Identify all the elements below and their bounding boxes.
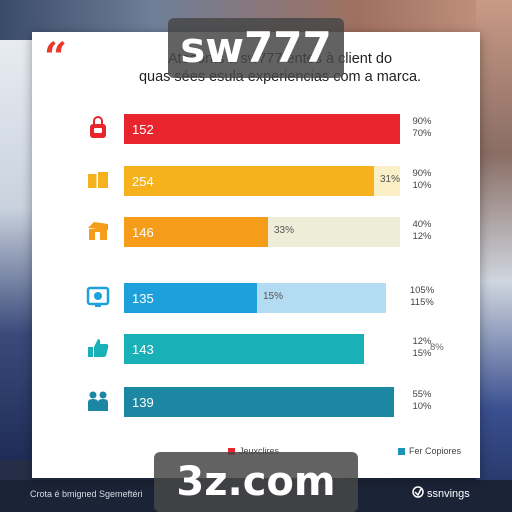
legend-item-right: Fer Copiores — [398, 446, 461, 456]
legend-label-right: Fer Copiores — [409, 446, 462, 456]
bar-value-label: 135 — [132, 291, 154, 306]
percent-label-bottom: 115% — [410, 297, 434, 308]
people-icon — [86, 389, 110, 413]
bar-value-label: 143 — [132, 342, 154, 357]
bar-mid-label: 15% — [263, 291, 284, 302]
bar-row: 254 31% 90% 10% — [0, 164, 512, 198]
bar — [124, 334, 265, 364]
percent-label-bottom: 10% — [412, 180, 432, 191]
monitor-icon — [86, 285, 110, 309]
bar-row: 135 15% 105% 115% — [0, 281, 512, 315]
percent-label-bottom: 10% — [412, 401, 432, 412]
legend-item-left: Jeuxclires — [228, 446, 279, 456]
brand-logo-icon — [412, 486, 424, 501]
box-open-icon — [86, 219, 110, 243]
bar — [124, 387, 261, 417]
thumbs-up-icon — [86, 336, 110, 360]
boxes-icon — [86, 168, 110, 192]
percent-label-bottom: 70% — [412, 128, 432, 139]
bar-mid-label: 33% — [274, 225, 295, 236]
bar-value-label: 254 — [132, 174, 154, 189]
percent-label-bottom: 12% — [412, 231, 432, 242]
percent-label-top: 40% — [412, 219, 432, 230]
legend-swatch-right — [398, 447, 405, 455]
bar-row: 143 12% 15% 8% — [0, 332, 512, 366]
bar-value-label: 152 — [132, 122, 154, 137]
watermark-top: sw777 — [168, 18, 344, 78]
legend-label-left: Jeuxclires — [239, 446, 280, 456]
percent-label-top: 105% — [409, 285, 435, 296]
background-photo-right — [476, 0, 512, 512]
percent-label-bottom: 15% — [412, 348, 432, 359]
bag-icon — [86, 116, 110, 140]
extra-percent-label: 8% — [430, 342, 444, 353]
bar-row: 152 90% 70% — [0, 112, 512, 146]
percent-label-top: 90% — [412, 168, 432, 179]
percent-label-top: 55% — [412, 389, 432, 400]
bar — [124, 166, 374, 196]
bar-value-label: 139 — [132, 395, 154, 410]
bar-row: 146 33% 40% 12% — [0, 215, 512, 249]
bar-value-label: 146 — [132, 225, 154, 240]
bar — [124, 217, 268, 247]
bar — [124, 114, 274, 144]
bar-mid-label: 31% — [380, 174, 401, 185]
footer-brand: ssnvings — [412, 486, 470, 501]
watermark-bottom: 3z.com — [154, 452, 358, 512]
quote-icon: “ — [44, 34, 68, 81]
percent-label-top: 12% — [412, 336, 432, 347]
brand-name: ssnvings — [427, 487, 470, 500]
legend-swatch-left — [228, 447, 235, 455]
bar-row: 139 55% 10% — [0, 385, 512, 419]
bar — [124, 283, 257, 313]
footer-credit: Crota é bmigned Sgemeftéri — [30, 489, 143, 499]
percent-label-top: 90% — [412, 116, 432, 127]
